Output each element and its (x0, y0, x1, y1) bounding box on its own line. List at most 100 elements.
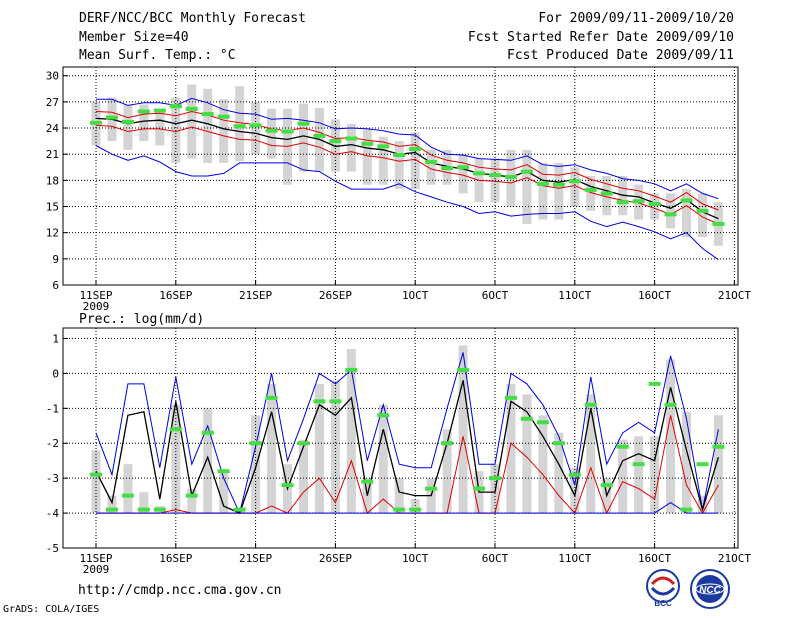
observed-marker (377, 144, 390, 149)
member-range-bar (203, 408, 213, 514)
observed-marker (201, 430, 214, 435)
member-range-bar (554, 432, 564, 514)
member-range-bar (267, 108, 277, 159)
observed-marker (552, 441, 565, 446)
observed-marker (680, 198, 693, 203)
x-tick-label: 6OCT (482, 552, 509, 565)
y-tick-label: 24 (46, 122, 60, 135)
observed-marker (313, 399, 326, 404)
observed-marker (121, 119, 134, 124)
observed-marker (313, 133, 326, 138)
observed-marker (616, 200, 629, 205)
observed-marker (153, 507, 166, 512)
series-mean-line (95, 117, 719, 220)
observed-marker (696, 462, 709, 467)
observed-marker (712, 444, 725, 449)
member-range-bar (713, 415, 723, 514)
observed-marker (249, 123, 262, 128)
observed-marker (329, 399, 342, 404)
member-range-bar (682, 411, 692, 514)
observed-marker (680, 507, 693, 512)
member-range-bar (586, 176, 596, 211)
member-range-bar (458, 345, 468, 514)
observed-marker (393, 507, 406, 512)
x-tick-label: 1OCT (402, 552, 429, 565)
member-range-bar (538, 415, 548, 514)
observed-marker (105, 115, 118, 120)
series-min-line (96, 502, 719, 514)
observed-marker (377, 413, 390, 418)
member-range-bar (314, 383, 324, 514)
observed-marker (393, 153, 406, 158)
x-tick-label: 16OCT (638, 552, 671, 565)
observed-marker (616, 444, 629, 449)
y-tick-label: -2 (46, 437, 59, 450)
observed-marker (584, 402, 597, 407)
x-tick-label: 21SEP (239, 289, 272, 302)
member-range-bar (506, 383, 516, 514)
observed-marker (632, 462, 645, 467)
x-tick-label: 1OCT (402, 289, 429, 302)
x-tick-label: 11SEP (79, 289, 112, 302)
observed-marker (504, 174, 517, 179)
member-range-bar (123, 104, 133, 150)
member-range-bar (650, 436, 660, 514)
observed-marker (568, 472, 581, 477)
member-range-bar (378, 136, 388, 185)
x-tick-label: 21SEP (239, 552, 272, 565)
observed-marker (504, 395, 517, 400)
observed-marker (137, 507, 150, 512)
observed-marker (169, 427, 182, 432)
member-range-bar (442, 429, 452, 514)
observed-marker (441, 441, 454, 446)
observed-marker (329, 139, 342, 144)
chart-title: DERF/NCC/BCC Monthly Forecast (79, 11, 306, 26)
x-tick-year-label: 2009 (83, 563, 110, 576)
observed-marker (409, 507, 422, 512)
member-range-bar (394, 141, 404, 190)
series-mean-line (95, 380, 720, 514)
series-max-line (96, 97, 719, 200)
ncc-logo-text: NCC (699, 585, 721, 596)
observed-marker (217, 469, 230, 474)
source-url[interactable]: http://cmdp.ncc.cma.gov.cn (78, 583, 282, 598)
member-range-bar (139, 104, 149, 142)
observed-marker (361, 141, 374, 146)
y-tick-label: 27 (46, 96, 59, 109)
member-range-bar (394, 478, 404, 514)
y-tick-label: 21 (46, 148, 59, 161)
bcc-logo-text: BCC (654, 599, 672, 608)
member-range-bar (107, 495, 117, 514)
x-tick-label: 21OCT (718, 552, 751, 565)
observed-marker (345, 367, 358, 372)
member-range-bar (330, 380, 340, 514)
observed-marker (632, 199, 645, 204)
y-tick-label: 0 (52, 367, 59, 380)
observed-marker (185, 106, 198, 111)
observed-marker (185, 493, 198, 498)
x-tick-label: 11OCT (558, 289, 591, 302)
observed-marker (409, 146, 422, 151)
x-tick-label: 11OCT (558, 552, 591, 565)
member-range-bar (219, 471, 229, 514)
observed-marker (90, 120, 102, 125)
observed-marker (441, 166, 454, 171)
observed-marker (552, 182, 565, 187)
member-range-bar (203, 88, 213, 163)
observed-marker (217, 114, 230, 119)
member-range-bar (586, 394, 596, 514)
member-range-bar (378, 404, 388, 514)
member-range-bar (139, 492, 149, 514)
member-range-bar (171, 404, 181, 514)
x-tick-label: 16SEP (159, 289, 192, 302)
member-range-bar (346, 348, 356, 514)
member-range-bar (522, 394, 532, 514)
member-range-bar (697, 495, 707, 514)
observed-marker (489, 173, 501, 178)
bcc-logo: BCC (646, 569, 680, 608)
member-range-bar (682, 189, 692, 238)
member-range-bar (602, 176, 612, 216)
